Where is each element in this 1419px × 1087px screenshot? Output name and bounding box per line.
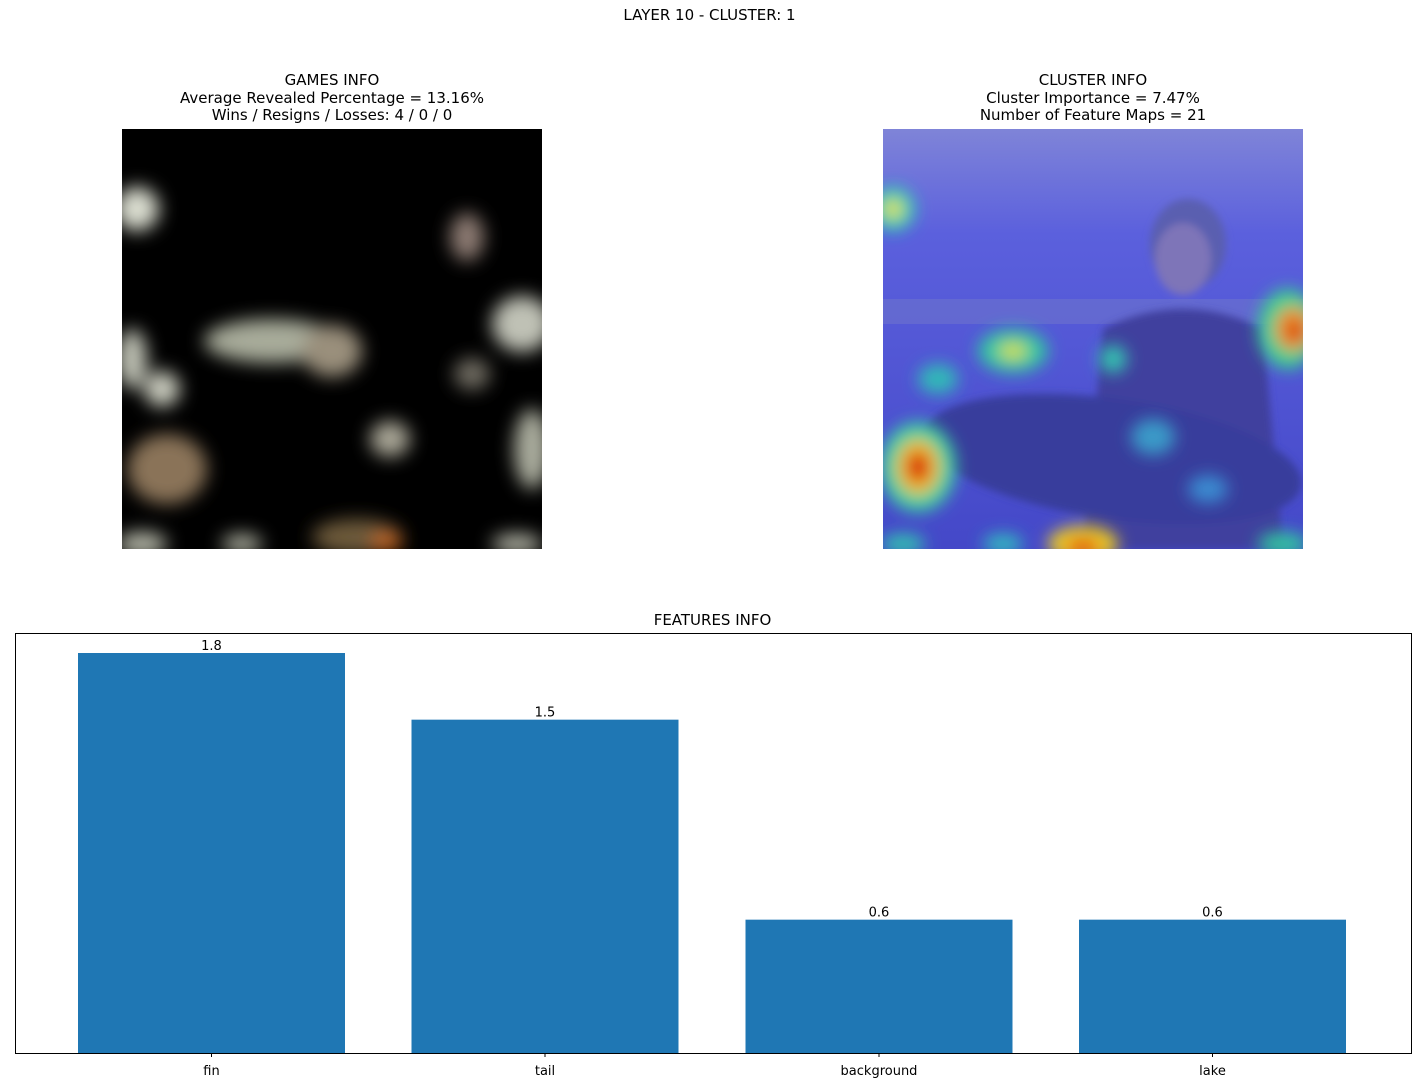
wins-resigns-losses: Wins / Resigns / Losses: 4 / 0 / 0	[211, 106, 453, 124]
x-tick-label-fin: fin	[203, 1064, 219, 1079]
games-info-heading: GAMES INFO	[284, 71, 380, 89]
data-label-lake: 0.6	[1202, 906, 1223, 921]
x-tick-label-tail: tail	[535, 1064, 555, 1079]
cluster-info-heading: CLUSTER INFO	[1038, 71, 1148, 89]
bar-fin	[78, 653, 345, 1053]
x-tick-label-background: background	[841, 1064, 918, 1079]
data-label-fin: 1.8	[201, 639, 222, 654]
cluster-heatmap-image	[883, 129, 1303, 549]
bar-lake	[1079, 919, 1346, 1053]
data-label-background: 0.6	[869, 906, 890, 921]
plot-frame	[15, 633, 1412, 1054]
data-label-tail: 1.5	[535, 706, 556, 721]
revealed-image	[122, 129, 542, 549]
cluster-importance: Cluster Importance = 7.47%	[986, 88, 1200, 107]
features-chart-title: FEATURES INFO	[653, 611, 772, 629]
average-revealed-percentage: Average Revealed Percentage = 13.16%	[179, 88, 484, 107]
figure-title: LAYER 10 - CLUSTER: 1	[623, 6, 796, 24]
bar-tail	[411, 719, 679, 1053]
cluster-info-title: CLUSTER INFO Cluster Importance = 7.47% …	[883, 71, 1303, 125]
number-of-feature-maps: Number of Feature Maps = 21	[979, 106, 1207, 124]
x-tick-label-lake: lake	[1199, 1064, 1226, 1079]
games-info-title: GAMES INFO Average Revealed Percentage =…	[122, 71, 542, 125]
bar-background	[745, 919, 1013, 1053]
